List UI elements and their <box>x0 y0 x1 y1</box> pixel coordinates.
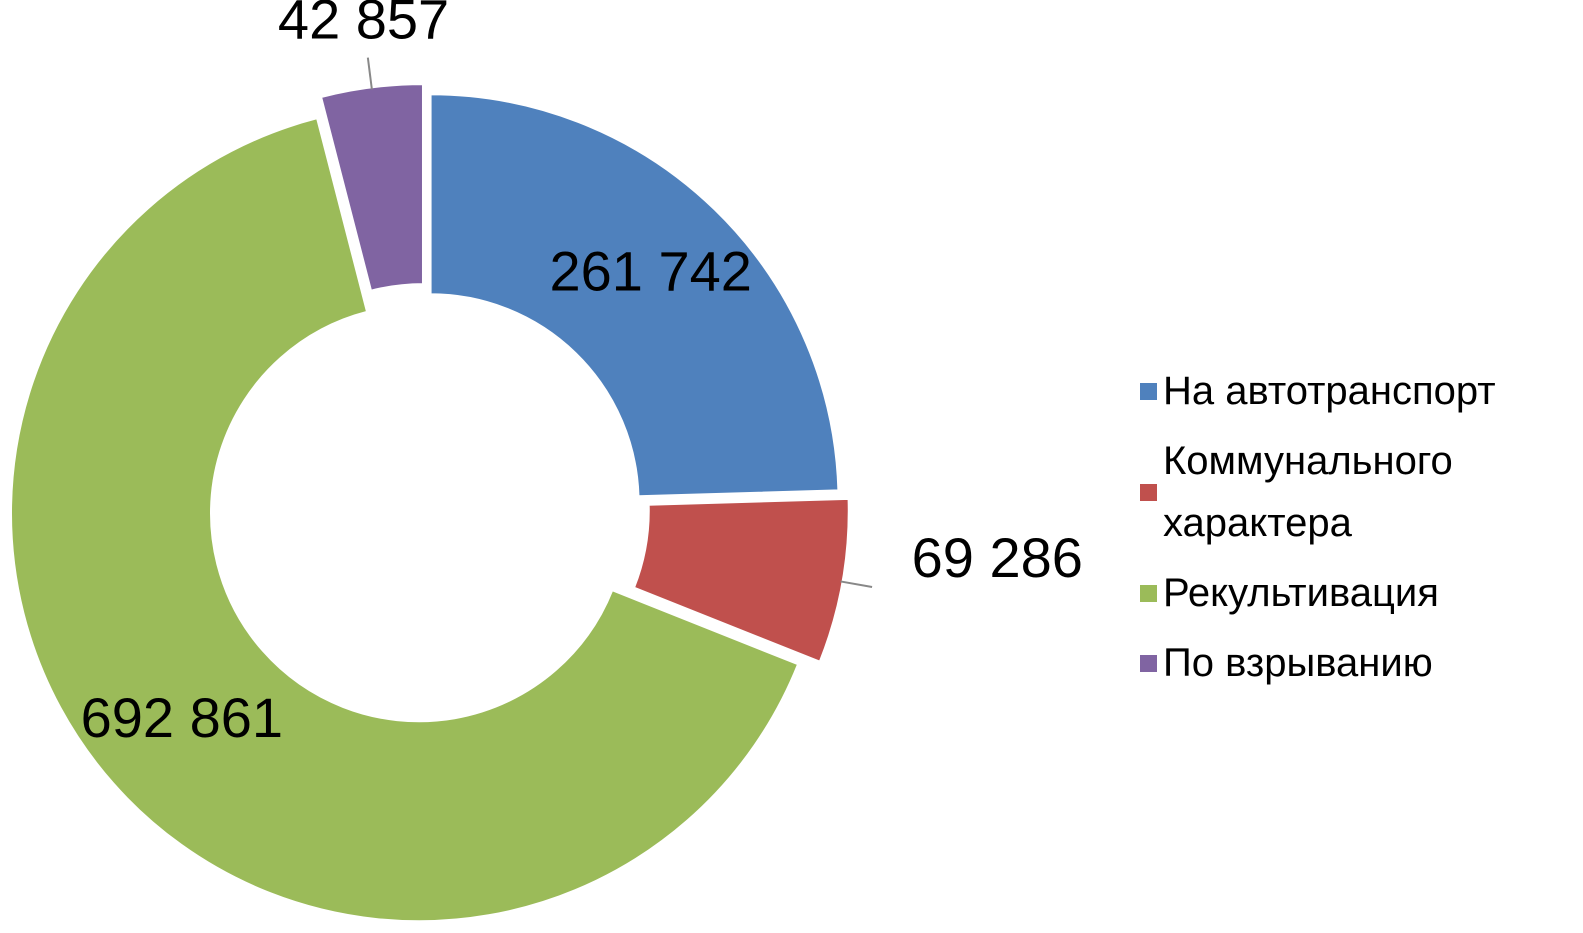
legend-swatch <box>1140 654 1157 672</box>
legend-swatch <box>1140 483 1157 501</box>
legend-label: Рекультивация <box>1163 571 1439 615</box>
data-label: 69 286 <box>912 526 1083 589</box>
legend-swatch <box>1140 382 1157 400</box>
data-label: 261 742 <box>550 239 752 302</box>
slice <box>9 116 800 923</box>
legend-swatch <box>1140 584 1157 602</box>
legend: На автотранспорт Коммунального характера Р… <box>1140 360 1580 702</box>
legend-item: По взрыванию <box>1140 632 1580 694</box>
legend-label: Коммунального характера <box>1163 439 1453 545</box>
data-label: 692 861 <box>81 686 283 749</box>
legend-item: Рекультивация <box>1140 562 1580 624</box>
slice <box>632 497 850 664</box>
legend-item: Коммунального характера <box>1140 430 1580 554</box>
legend-label: По взрыванию <box>1163 641 1433 685</box>
data-label: 42 857 <box>278 0 449 51</box>
slice <box>319 83 424 292</box>
legend-label: На автотранспорт <box>1163 369 1496 413</box>
leader-line <box>366 57 373 90</box>
legend-item: На автотранспорт <box>1140 360 1580 422</box>
slice <box>429 93 840 498</box>
leader-line <box>840 580 873 588</box>
